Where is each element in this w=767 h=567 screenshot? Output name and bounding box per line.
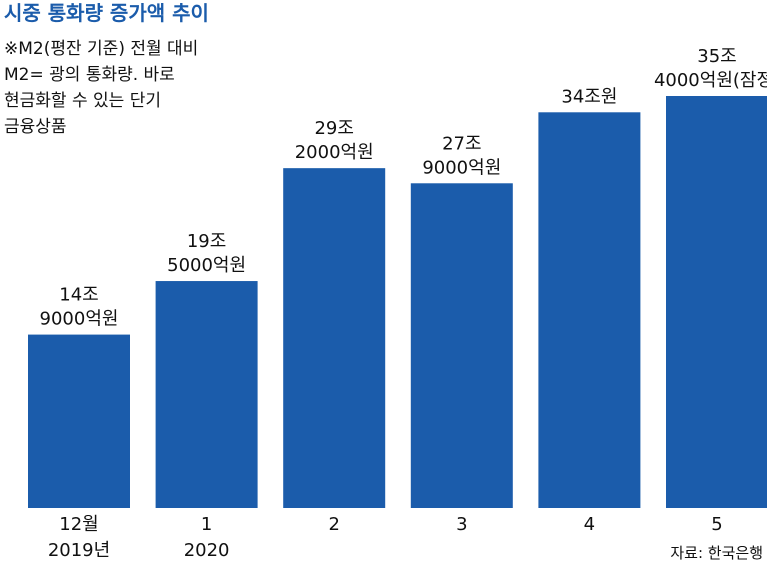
x-tick-label-3-1: 2 xyxy=(328,514,339,535)
value-label-2-2: 5000억원 xyxy=(167,255,246,276)
bar-6 xyxy=(666,96,767,508)
bar-5 xyxy=(538,112,641,508)
chart-title: 시중 통화량 증가액 추이 xyxy=(4,1,209,25)
bar-group: 14조 9000억원 12월 2019년 19조 5000억원 1 2020 29조 2000억원… xyxy=(28,46,767,561)
x-tick-label-1-2: 2019년 xyxy=(48,540,110,561)
x-tick-label-2-2: 2020 xyxy=(184,540,230,561)
x-tick-label-5-1: 4 xyxy=(584,514,595,535)
value-label-4-2: 9000억원 xyxy=(422,157,501,178)
note-line-1: ※M2(평잔 기준) 전월 대비 xyxy=(4,39,198,59)
bar-3 xyxy=(283,168,386,508)
value-label-3-2: 2000억원 xyxy=(295,142,374,163)
value-label-1-2: 9000억원 xyxy=(40,309,119,330)
value-label-1-1: 14조 xyxy=(59,285,98,306)
value-label-4-1: 27조 xyxy=(442,133,481,154)
value-label-6-2: 4000억원(잠정) xyxy=(654,70,767,91)
bar-2 xyxy=(155,281,258,508)
x-tick-label-2-1: 1 xyxy=(201,514,212,535)
note-line-3: 현금화할 수 있는 단기 xyxy=(4,91,161,111)
x-tick-label-6-1: 5 xyxy=(711,514,722,535)
x-tick-label-4-1: 3 xyxy=(456,514,467,535)
source-label: 자료: 한국은행 xyxy=(670,544,763,562)
note-line-2: M2= 광의 통화량. 바로 xyxy=(4,65,175,85)
bar-1 xyxy=(28,334,130,508)
value-label-3-1: 29조 xyxy=(314,118,353,139)
value-label-6-1: 35조 xyxy=(697,46,736,67)
note-line-4: 금융상품 xyxy=(4,117,67,137)
value-label-2-1: 19조 xyxy=(187,231,226,252)
bar-4 xyxy=(410,183,513,508)
x-tick-label-1-1: 12월 xyxy=(59,514,98,535)
value-label-5-1: 34조원 xyxy=(561,86,617,107)
